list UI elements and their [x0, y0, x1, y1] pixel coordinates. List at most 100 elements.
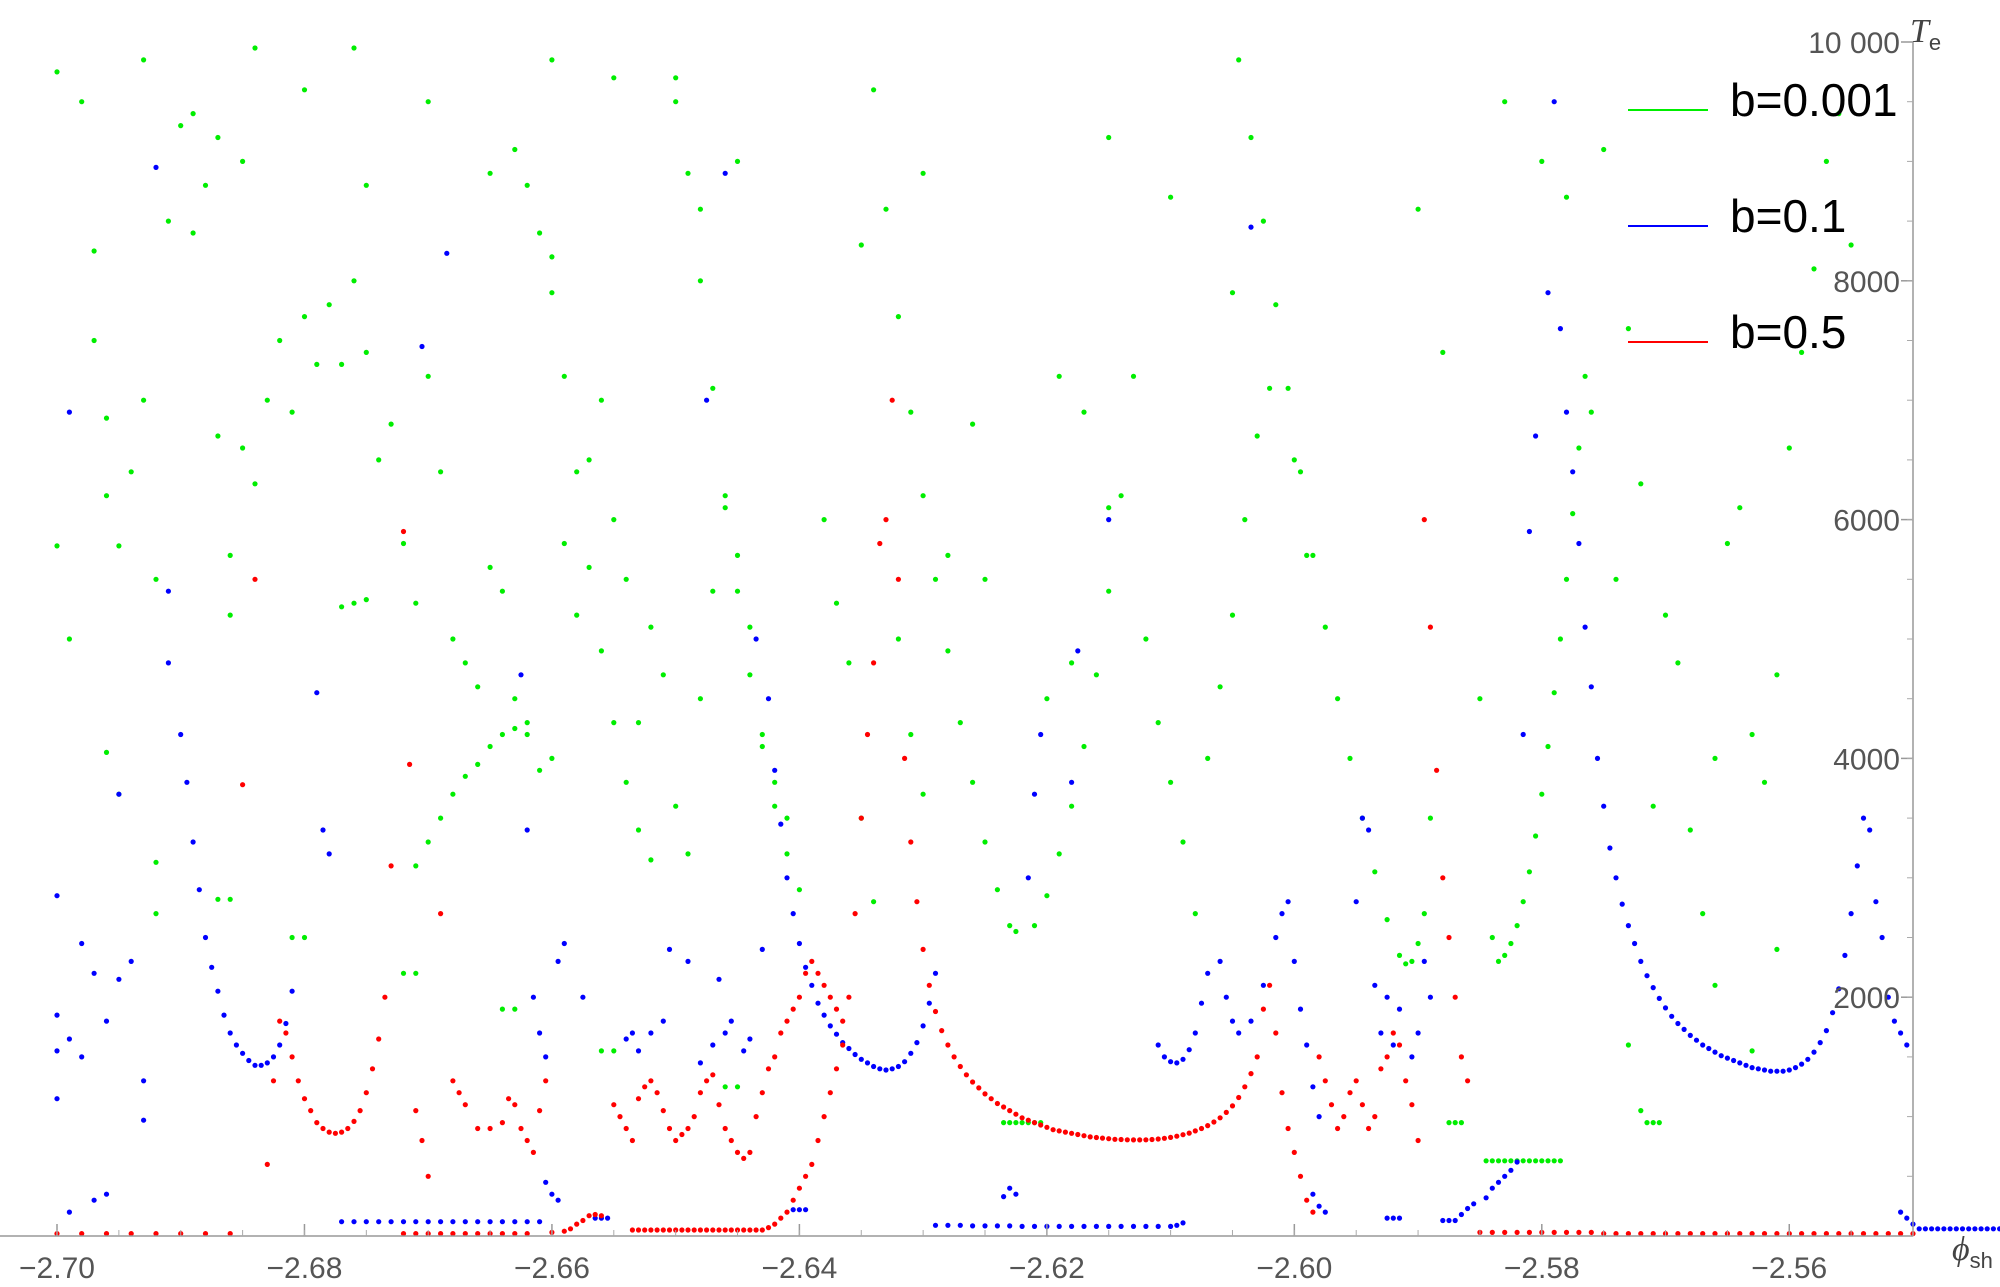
data-point [79, 1054, 85, 1060]
y-tick-label: 10 000 [1808, 27, 1900, 60]
data-point [1514, 1229, 1520, 1235]
data-point [1811, 1049, 1817, 1055]
data-point [1304, 1197, 1310, 1203]
data-point [524, 827, 530, 833]
data-point [524, 731, 530, 738]
data-point [1335, 696, 1341, 702]
data-point [1273, 934, 1279, 941]
series-1-points [54, 45, 1854, 1164]
data-point [1613, 875, 1619, 881]
data-point [499, 731, 505, 738]
data-point [1347, 755, 1353, 762]
data-point [994, 1100, 1001, 1107]
data-point [871, 899, 877, 905]
data-point [945, 1042, 951, 1048]
data-point [1075, 648, 1081, 654]
data-point [580, 994, 586, 1000]
data-point [91, 248, 97, 254]
data-point [902, 1059, 908, 1065]
data-point [301, 1096, 308, 1102]
data-point [1056, 851, 1062, 857]
data-point [91, 970, 97, 976]
data-point [759, 1227, 765, 1233]
data-point [1625, 1042, 1631, 1048]
data-point [1638, 958, 1644, 965]
data-point [215, 988, 221, 994]
data-point [1236, 57, 1242, 63]
data-point [722, 1125, 728, 1132]
data-point [574, 469, 580, 475]
data-point [691, 1227, 697, 1233]
data-point [605, 1215, 611, 1221]
data-point [1644, 973, 1650, 979]
data-point [796, 994, 803, 1000]
data-point [103, 749, 110, 756]
data-point [803, 970, 809, 976]
data-point [1056, 1223, 1062, 1229]
data-point [264, 1161, 270, 1167]
data-point [1353, 1078, 1359, 1084]
data-point [1891, 1018, 1897, 1024]
data-points [54, 45, 2000, 1237]
data-point [803, 1173, 809, 1179]
data-point [598, 648, 605, 654]
data-point [400, 970, 407, 976]
data-point [512, 696, 518, 702]
data-point [184, 779, 190, 785]
data-point [141, 1117, 147, 1123]
data-point [1007, 923, 1013, 929]
data-point [413, 1108, 419, 1114]
data-point [326, 851, 332, 857]
data-point [1898, 1231, 1904, 1237]
data-point [499, 1231, 505, 1237]
data-point [450, 1078, 456, 1084]
data-point [1724, 1055, 1730, 1061]
data-point [1446, 1217, 1452, 1224]
data-point [1267, 982, 1273, 988]
data-point [561, 540, 567, 547]
data-point [103, 415, 110, 421]
data-point [772, 1221, 778, 1227]
data-point [1446, 934, 1452, 941]
data-point [79, 1231, 85, 1237]
data-point [1384, 1054, 1390, 1060]
data-point [1440, 1217, 1446, 1224]
data-point [1563, 576, 1570, 582]
data-point [796, 887, 803, 893]
data-point [1161, 1135, 1167, 1141]
data-point [1489, 1158, 1495, 1164]
data-point [642, 1227, 648, 1233]
data-point [407, 761, 413, 768]
data-point [1217, 1115, 1223, 1121]
data-point [1576, 445, 1582, 451]
data-point [809, 958, 815, 965]
data-point [976, 1085, 982, 1091]
data-point [753, 1114, 759, 1120]
data-point [1613, 576, 1619, 582]
data-point [1366, 827, 1372, 833]
data-point [555, 1197, 561, 1203]
data-point [1130, 1223, 1137, 1229]
data-point [734, 1084, 741, 1090]
data-point [574, 1221, 580, 1227]
data-point [425, 1219, 431, 1225]
data-point [586, 1213, 592, 1219]
data-point [1768, 1068, 1774, 1074]
data-point [270, 1078, 277, 1084]
data-point [1650, 1231, 1656, 1237]
data-point [1693, 1037, 1700, 1043]
data-point [1811, 266, 1817, 272]
data-point [246, 1057, 252, 1064]
data-point [1867, 827, 1873, 833]
data-point [629, 1137, 636, 1144]
data-point [710, 1042, 716, 1048]
data-point [1099, 1135, 1106, 1141]
data-point [190, 230, 196, 236]
data-point [524, 1137, 530, 1144]
data-point [54, 1048, 60, 1054]
data-point [1563, 409, 1570, 415]
data-point [796, 940, 803, 947]
data-point [932, 1008, 939, 1015]
legend-label: b=0.5 [1730, 306, 1846, 358]
